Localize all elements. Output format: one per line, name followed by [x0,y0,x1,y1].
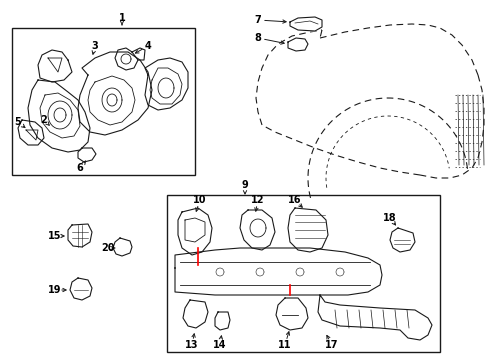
Polygon shape [38,50,72,82]
Polygon shape [275,298,307,330]
Text: 20: 20 [101,243,115,253]
Text: 6: 6 [77,163,83,173]
Text: 3: 3 [91,41,98,51]
Polygon shape [18,120,44,145]
Polygon shape [289,17,321,31]
Text: 15: 15 [48,231,61,241]
Text: 1: 1 [119,13,125,23]
Polygon shape [389,228,414,252]
Polygon shape [287,38,307,51]
Polygon shape [28,80,90,152]
Text: 8: 8 [254,33,261,43]
Text: 11: 11 [278,340,291,350]
Polygon shape [145,58,187,110]
Polygon shape [175,248,381,295]
Text: 16: 16 [287,195,301,205]
Text: 4: 4 [144,41,151,51]
Polygon shape [70,278,92,300]
Text: 13: 13 [185,340,198,350]
Polygon shape [78,52,152,135]
Text: 12: 12 [251,195,264,205]
Polygon shape [183,300,207,328]
Polygon shape [78,148,96,162]
Polygon shape [215,312,229,330]
Text: 17: 17 [325,340,338,350]
Text: 5: 5 [15,117,21,127]
Polygon shape [317,295,431,340]
Text: 2: 2 [41,115,47,125]
Text: 18: 18 [383,213,396,223]
Polygon shape [240,210,274,250]
Bar [12,28,195,175]
Polygon shape [178,208,212,255]
Polygon shape [115,48,138,70]
Bar [167,195,439,352]
Polygon shape [287,208,327,252]
Text: 19: 19 [48,285,61,295]
Text: 9: 9 [241,180,248,190]
Polygon shape [113,238,132,256]
Polygon shape [68,224,92,247]
Text: 14: 14 [213,340,226,350]
Text: 10: 10 [193,195,206,205]
Text: 7: 7 [254,15,261,25]
